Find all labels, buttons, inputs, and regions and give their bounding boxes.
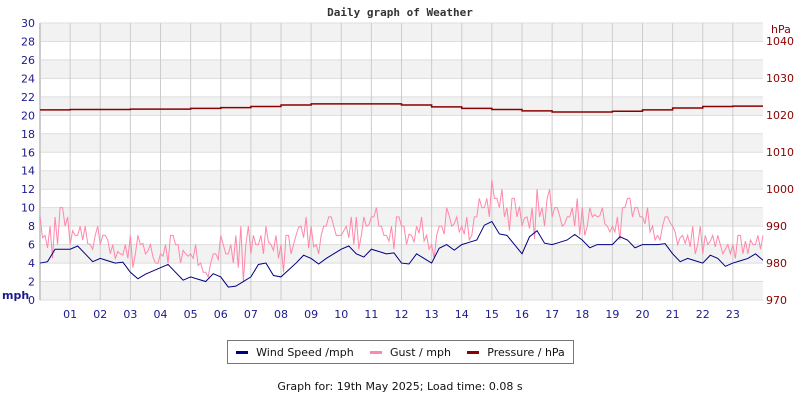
chart-title: Daily graph of Weather [327, 6, 473, 19]
x-tick: 20 [636, 308, 650, 321]
x-tick: 19 [605, 308, 619, 321]
weather-chart: Daily graph of Weather 02468101214161820… [2, 6, 794, 321]
legend-item-gust: Gust / mph [370, 346, 451, 359]
x-tick: 16 [515, 308, 529, 321]
x-tick: 12 [395, 308, 409, 321]
y-tick-left: 4 [28, 257, 35, 270]
x-tick: 03 [123, 308, 137, 321]
y-tick-left: 10 [21, 202, 35, 215]
y-tick-left: 6 [28, 239, 35, 252]
gust-swatch [370, 350, 383, 354]
y-tick-right: 980 [766, 257, 787, 270]
y-tick-left: 2 [28, 276, 35, 289]
gust-series-line [39, 179, 764, 282]
x-tick: 09 [304, 308, 318, 321]
legend: Wind Speed /mph Gust / mph Pressure / hP… [227, 340, 574, 364]
y-tick-right: 990 [766, 220, 787, 233]
y-tick-left: 16 [21, 146, 35, 159]
x-tick: 05 [184, 308, 198, 321]
y-tick-left: 20 [21, 109, 35, 122]
x-tick: 10 [334, 308, 348, 321]
x-tick: 13 [425, 308, 439, 321]
x-tick: 22 [696, 308, 710, 321]
y-tick-right: 1030 [766, 72, 794, 85]
wind-swatch [236, 350, 249, 354]
x-tick: 02 [93, 308, 107, 321]
pressure-series-line [40, 103, 763, 113]
wind-series-line [39, 220, 764, 288]
y-tick-left: 28 [21, 35, 35, 48]
y-tick-left: 14 [21, 165, 35, 178]
y-tick-right: 1020 [766, 109, 794, 122]
x-tick: 15 [485, 308, 499, 321]
x-tick: 18 [575, 308, 589, 321]
x-tick: 04 [154, 308, 168, 321]
x-tick: 06 [214, 308, 228, 321]
y-tick-right: 1040 [766, 35, 794, 48]
legend-item-pressure: Pressure / hPa [467, 346, 565, 359]
y-tick-left: 12 [21, 183, 35, 196]
x-tick: 14 [455, 308, 469, 321]
y-tick-left: 18 [21, 128, 35, 141]
y-tick-left: 24 [21, 72, 35, 85]
legend-label: Gust / mph [390, 345, 451, 359]
x-tick: 07 [244, 308, 258, 321]
x-tick: 11 [364, 308, 378, 321]
y-tick-left: 8 [28, 220, 35, 233]
y-tick-left: 0 [28, 294, 35, 307]
y-tick-right: 970 [766, 294, 787, 307]
y-tick-right: 1010 [766, 146, 794, 159]
x-tick: 08 [274, 308, 288, 321]
x-tick: 21 [666, 308, 680, 321]
right-axis-label: hPa [771, 23, 791, 36]
y-tick-left: 26 [21, 54, 35, 67]
left-axis-label: mph [2, 289, 29, 302]
x-tick: 23 [726, 308, 740, 321]
y-tick-left: 22 [21, 91, 35, 104]
legend-item-wind: Wind Speed /mph [236, 346, 354, 359]
x-tick: 01 [63, 308, 77, 321]
pressure-swatch [467, 350, 480, 354]
y-tick-left: 30 [21, 17, 35, 30]
y-tick-right: 1000 [766, 183, 794, 196]
x-tick: 17 [545, 308, 559, 321]
legend-label: Pressure / hPa [487, 345, 565, 359]
legend-label: Wind Speed /mph [256, 345, 354, 359]
footer-status: Graph for: 19th May 2025; Load time: 0.0… [277, 380, 523, 393]
